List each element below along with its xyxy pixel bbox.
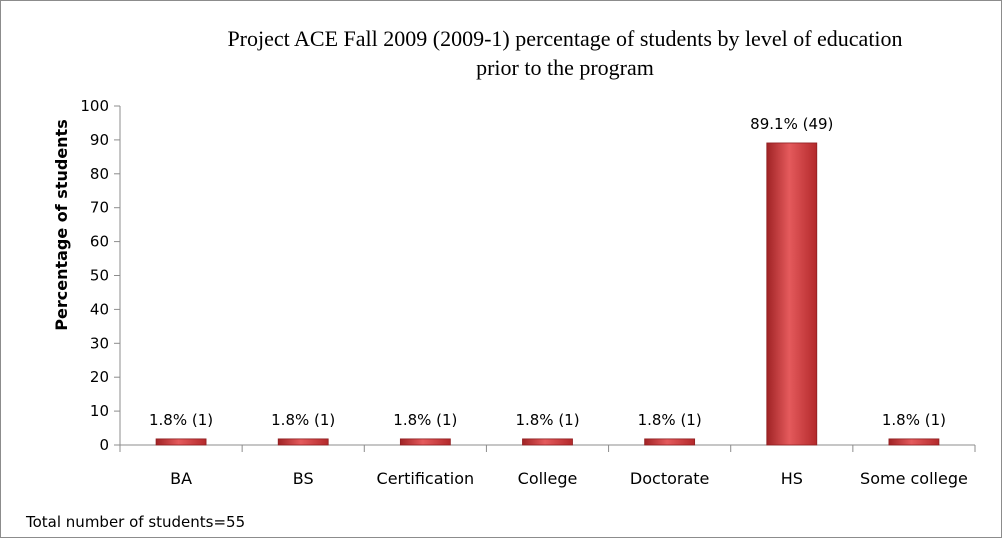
bar-doctorate: [644, 438, 696, 446]
y-tick-label: 20: [90, 368, 109, 386]
data-label: 1.8% (1): [882, 411, 946, 429]
bar-some-college: [888, 438, 940, 446]
x-tick-label: Doctorate: [630, 469, 709, 488]
data-label: 1.8% (1): [515, 411, 579, 429]
x-tick-label: HS: [781, 469, 803, 488]
bar-ba: [155, 438, 207, 446]
y-axis-label: Percentage of students: [52, 119, 71, 330]
axes: 0 10 20 30 40 50 60 70 80 90 100: [80, 97, 976, 454]
bar-college: [522, 438, 573, 446]
labels: 1.8% (1) BA 1.8% (1) BS 1.8% (1) Certificatio…: [149, 115, 968, 488]
x-tick-label: Certification: [377, 469, 475, 488]
chart-title-line-1: Project ACE Fall 2009 (2009-1) percentag…: [227, 26, 902, 51]
y-tick-label: 10: [90, 402, 109, 420]
x-tick-label: Some college: [860, 469, 968, 488]
data-label: 1.8% (1): [149, 411, 213, 429]
y-tick-label: 40: [90, 300, 109, 318]
data-label: 89.1% (49): [750, 115, 833, 133]
bar-certification: [399, 438, 451, 446]
y-tick-label: 30: [90, 334, 109, 352]
y-tick-label: 0: [99, 436, 109, 454]
x-tick-label: BS: [293, 469, 314, 488]
y-tick-label: 70: [90, 199, 109, 217]
y-tick-label: 50: [90, 267, 109, 285]
footnote: Total number of students=55: [26, 513, 246, 531]
chart-title-line-2: prior to the program: [476, 55, 654, 80]
y-tick-label: 90: [90, 131, 109, 149]
y-tick-label: 100: [80, 97, 109, 115]
data-label: 1.8% (1): [271, 411, 335, 429]
bar-hs: [766, 142, 818, 446]
y-tick-label: 80: [90, 165, 109, 183]
x-tick-label: BA: [170, 469, 192, 488]
data-label: 1.8% (1): [393, 411, 457, 429]
x-tick-label: College: [518, 469, 578, 488]
bars: [155, 142, 940, 446]
data-label: 1.8% (1): [638, 411, 702, 429]
y-tick-label: 60: [90, 233, 109, 251]
bar-bs: [277, 438, 329, 446]
